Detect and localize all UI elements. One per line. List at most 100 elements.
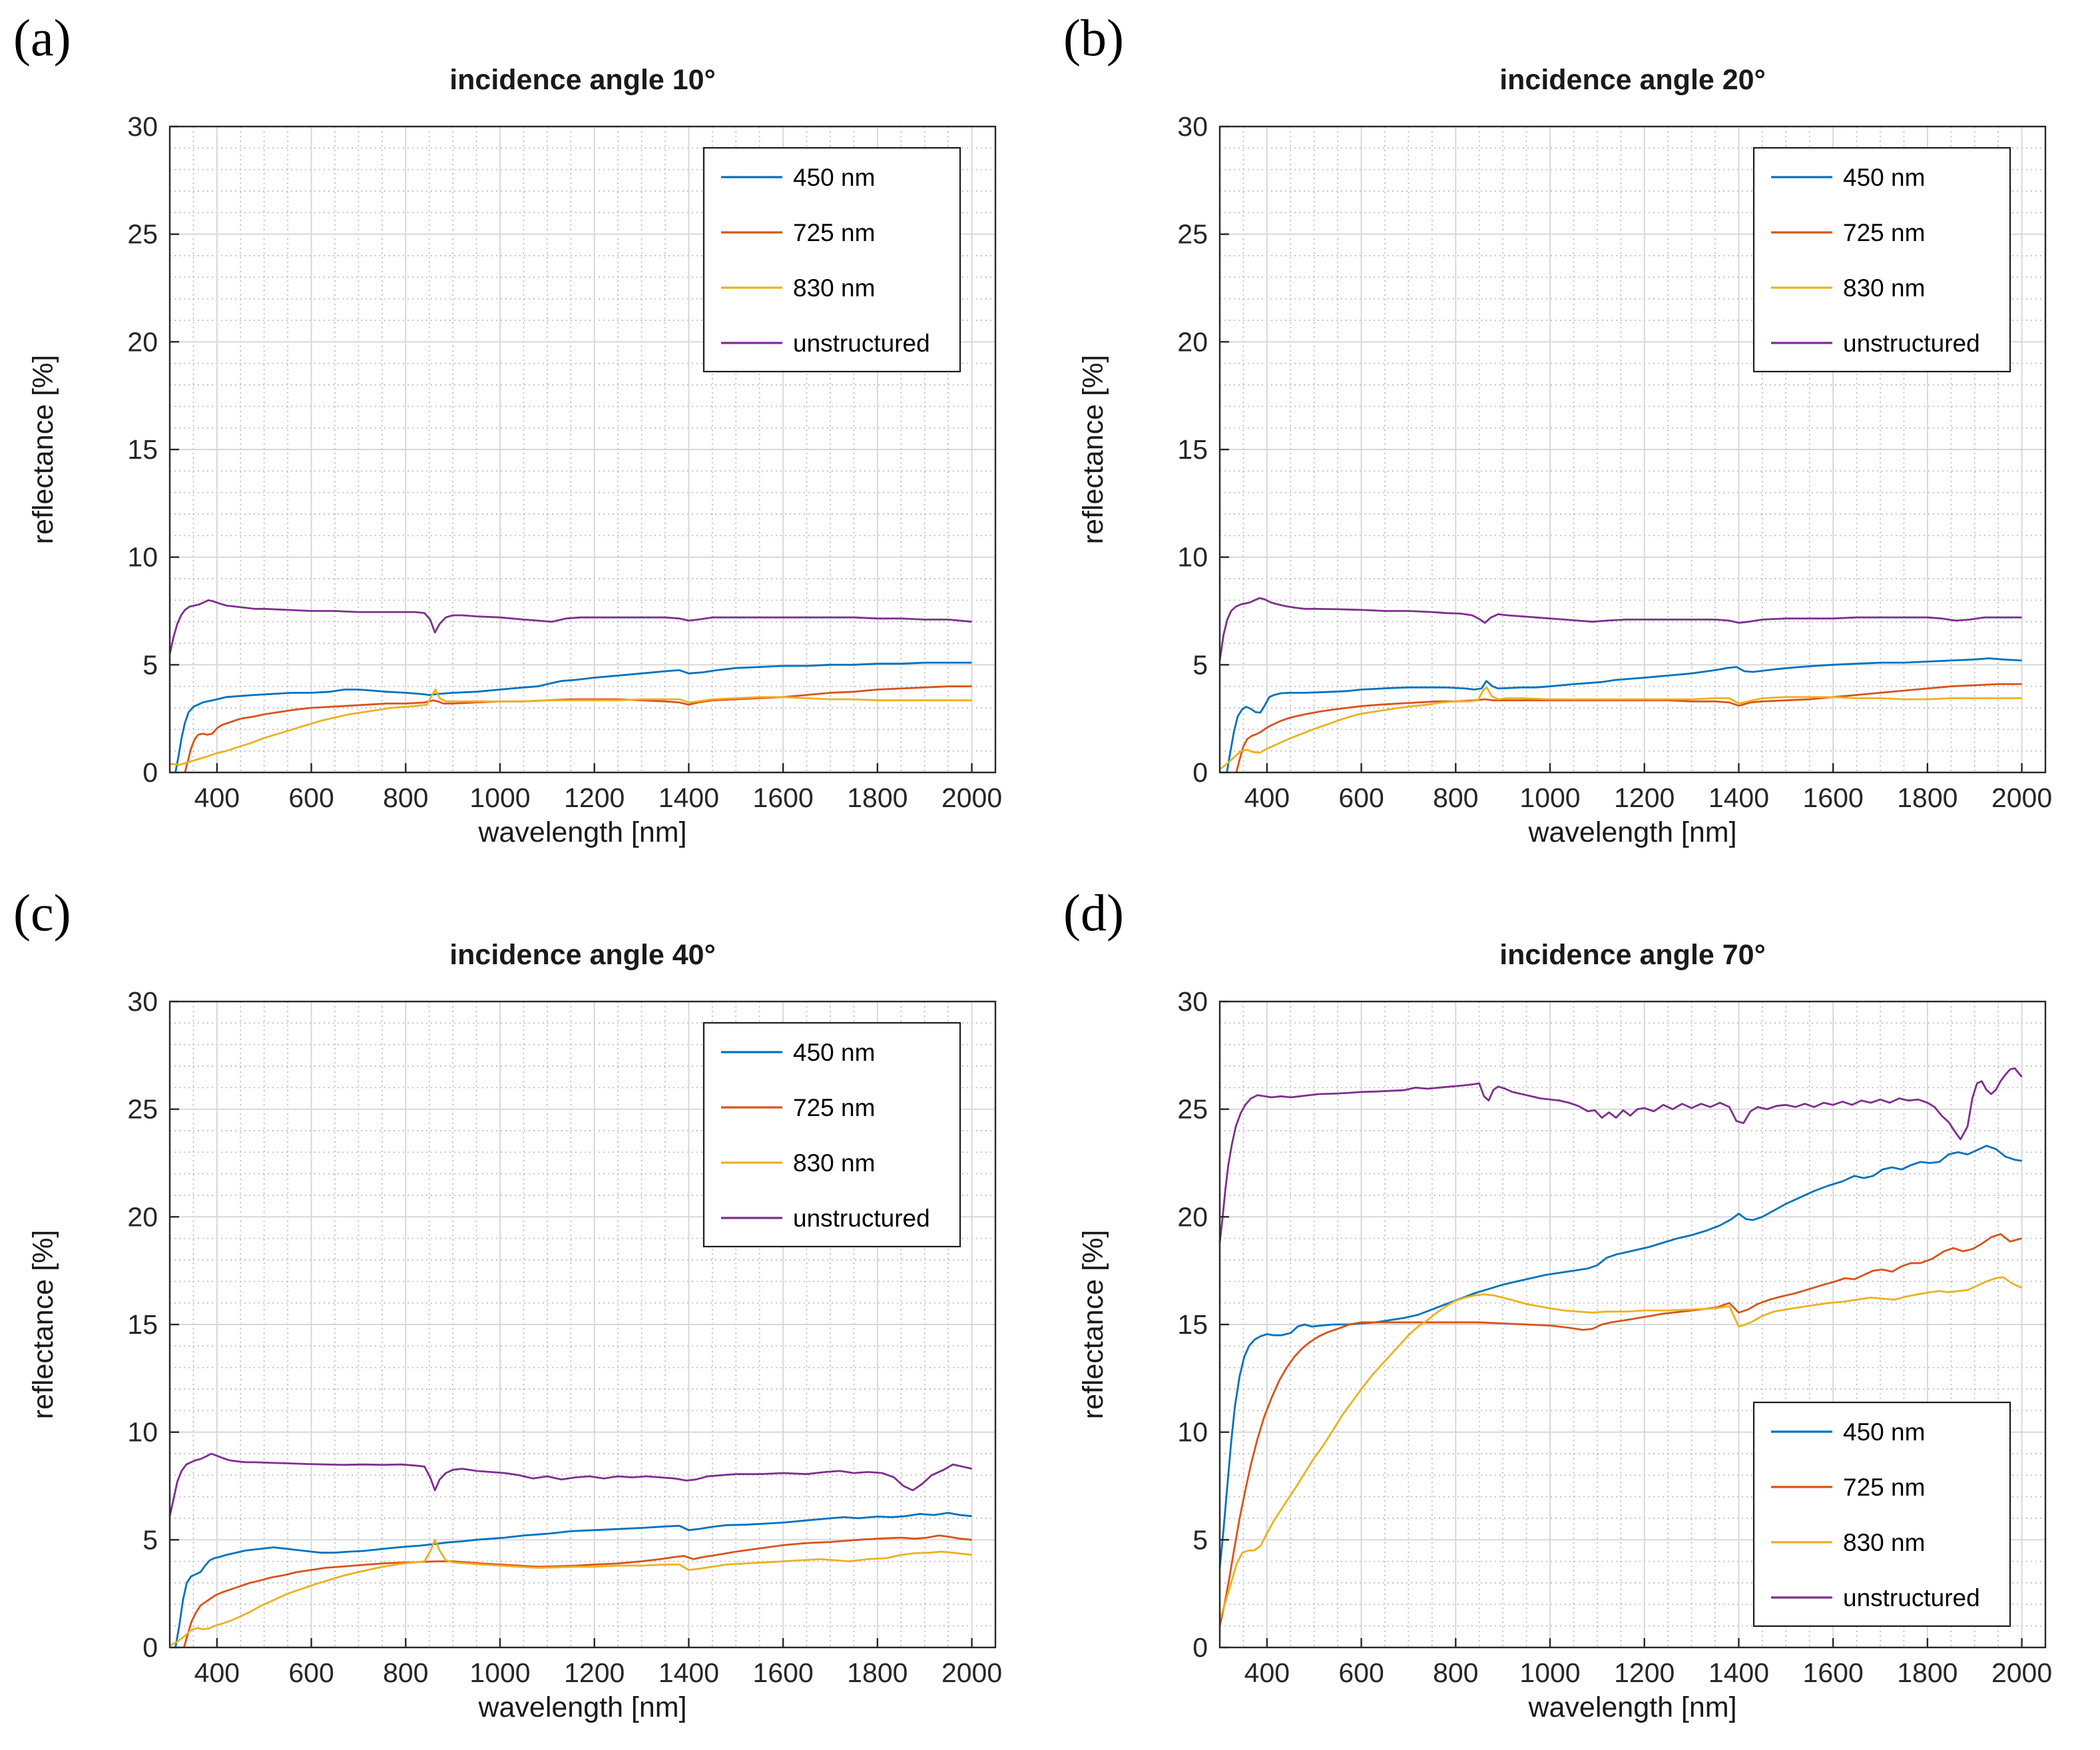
series-unstructured — [1218, 1067, 2023, 1243]
panel-d: (d) incidence angle 70° reflectance [%] … — [1050, 875, 2100, 1750]
tick-labels: 400 600 800 1000 1200 1400 1600 1800 2000 0 5 10 15 2… — [127, 111, 1002, 813]
chart-incidence-40: 400 600 800 1000 1200 1400 1600 1800 2000 0 5 10 15 2… — [127, 986, 1002, 1688]
svg-text:15: 15 — [1177, 1309, 1208, 1340]
svg-text:1200: 1200 — [1614, 1657, 1675, 1688]
grid-major — [170, 127, 995, 772]
svg-text:10: 10 — [127, 542, 158, 573]
panel-a: (a) incidence angle 10° reflectance [%] … — [0, 0, 1050, 875]
legend-entry: 725 nm — [793, 219, 875, 246]
svg-text:400: 400 — [194, 1657, 240, 1688]
svg-text:600: 600 — [288, 1657, 334, 1688]
panel-c: (c) incidence angle 40° reflectance [%] … — [0, 875, 1050, 1750]
series-830-nm — [1218, 1276, 2023, 1620]
svg-text:15: 15 — [127, 434, 158, 465]
svg-text:15: 15 — [1177, 434, 1208, 465]
svg-text:1400: 1400 — [658, 1657, 719, 1688]
legend-entry: 725 nm — [793, 1094, 875, 1121]
legend-entry: 450 nm — [793, 1039, 875, 1066]
legend: 450 nm 725 nm 830 nm unstructured — [1752, 146, 2011, 373]
svg-text:600: 600 — [288, 782, 334, 813]
series-450-nm — [174, 661, 972, 773]
svg-text:10: 10 — [1177, 1417, 1208, 1448]
svg-text:2000: 2000 — [941, 1657, 1002, 1688]
axes — [1218, 125, 2047, 774]
series-830-nm — [169, 1538, 972, 1647]
svg-text:1400: 1400 — [658, 782, 719, 813]
series-450-nm — [174, 1512, 972, 1648]
legend-entry: unstructured — [793, 330, 930, 357]
x-axis-label: wavelength [nm] — [1528, 816, 1737, 848]
svg-text:800: 800 — [1433, 782, 1478, 813]
legend-entry: 830 nm — [1843, 274, 1925, 302]
svg-text:400: 400 — [194, 782, 240, 813]
series-lines — [1218, 1067, 2023, 1626]
svg-text:10: 10 — [127, 1417, 158, 1448]
panel-label: (c) — [13, 884, 71, 942]
x-axis-label: wavelength [nm] — [478, 1691, 687, 1723]
legend-entry: 725 nm — [1843, 219, 1925, 246]
svg-text:400: 400 — [1244, 1657, 1290, 1688]
svg-text:1600: 1600 — [753, 782, 814, 813]
series-830-nm — [1219, 686, 2022, 770]
svg-text:1600: 1600 — [1803, 782, 1864, 813]
chart-incidence-10: 400 600 800 1000 1200 1400 1600 1800 2000 0 5 10 15 2… — [127, 111, 1002, 813]
svg-text:25: 25 — [1177, 1094, 1208, 1125]
panel-label: (b) — [1063, 9, 1124, 67]
legend-entry: unstructured — [1843, 1584, 1980, 1611]
svg-text:800: 800 — [1433, 1657, 1478, 1688]
svg-text:25: 25 — [127, 1094, 158, 1125]
legend-entry: 830 nm — [793, 274, 875, 302]
svg-text:25: 25 — [127, 219, 158, 250]
series-450-nm — [1226, 657, 2022, 773]
svg-text:25: 25 — [1177, 219, 1208, 250]
svg-text:1000: 1000 — [1519, 782, 1580, 813]
x-axis-label: wavelength [nm] — [1528, 1691, 1737, 1723]
svg-text:800: 800 — [383, 782, 428, 813]
series-830-nm — [169, 689, 972, 766]
svg-text:1600: 1600 — [1803, 1657, 1864, 1688]
legend-entry: 450 nm — [793, 164, 875, 191]
tick-labels: 400 600 800 1000 1200 1400 1600 1800 2000 0 5 10 15 2… — [1177, 111, 2052, 813]
svg-text:0: 0 — [142, 757, 158, 788]
axes — [168, 1000, 997, 1649]
panel-label: (a) — [13, 9, 71, 67]
series-unstructured — [168, 599, 972, 655]
legend-entry: 830 nm — [793, 1149, 875, 1177]
tick-labels: 400 600 800 1000 1200 1400 1600 1800 2000 0 5 10 15 2… — [127, 986, 1002, 1688]
tick-labels: 400 600 800 1000 1200 1400 1600 1800 2000 0 5 10 15 2… — [1177, 986, 2052, 1688]
legend: 450 nm 725 nm 830 nm unstructured — [702, 1021, 961, 1248]
svg-text:20: 20 — [127, 326, 158, 357]
legend-entry: 725 nm — [1843, 1474, 1925, 1501]
svg-text:1800: 1800 — [847, 782, 908, 813]
panel-label: (d) — [1063, 884, 1124, 942]
chart-incidence-20: 400 600 800 1000 1200 1400 1600 1800 2000 0 5 10 15 2… — [1177, 111, 2052, 813]
svg-text:20: 20 — [1177, 326, 1208, 357]
svg-text:1400: 1400 — [1708, 782, 1769, 813]
svg-text:5: 5 — [142, 649, 158, 680]
legend-entry: 450 nm — [1843, 1418, 1925, 1446]
series-725-nm — [1218, 1233, 2022, 1626]
svg-text:20: 20 — [127, 1201, 158, 1232]
svg-text:30: 30 — [1177, 111, 1208, 142]
series-unstructured — [1218, 597, 2022, 661]
svg-text:600: 600 — [1338, 782, 1384, 813]
svg-text:30: 30 — [127, 986, 158, 1017]
svg-text:2000: 2000 — [1991, 1657, 2052, 1688]
svg-text:1000: 1000 — [1519, 1657, 1580, 1688]
legend-entry: unstructured — [793, 1205, 930, 1232]
svg-text:1000: 1000 — [469, 1657, 530, 1688]
axes — [1218, 1000, 2047, 1649]
series-unstructured — [168, 1452, 972, 1517]
chart-title: incidence angle 70° — [1499, 939, 1766, 971]
legend-entry: unstructured — [1843, 330, 1980, 357]
series-725-nm — [182, 1534, 972, 1648]
chart-incidence-70: 400 600 800 1000 1200 1400 1600 1800 2000 0 5 10 15 2… — [1177, 986, 2052, 1688]
svg-text:2000: 2000 — [941, 782, 1002, 813]
svg-text:15: 15 — [127, 1309, 158, 1340]
series-lines — [168, 1452, 972, 1648]
svg-text:1200: 1200 — [564, 1657, 625, 1688]
svg-text:5: 5 — [1192, 649, 1208, 680]
legend-entry: 450 nm — [1843, 164, 1925, 191]
axes — [168, 125, 997, 774]
